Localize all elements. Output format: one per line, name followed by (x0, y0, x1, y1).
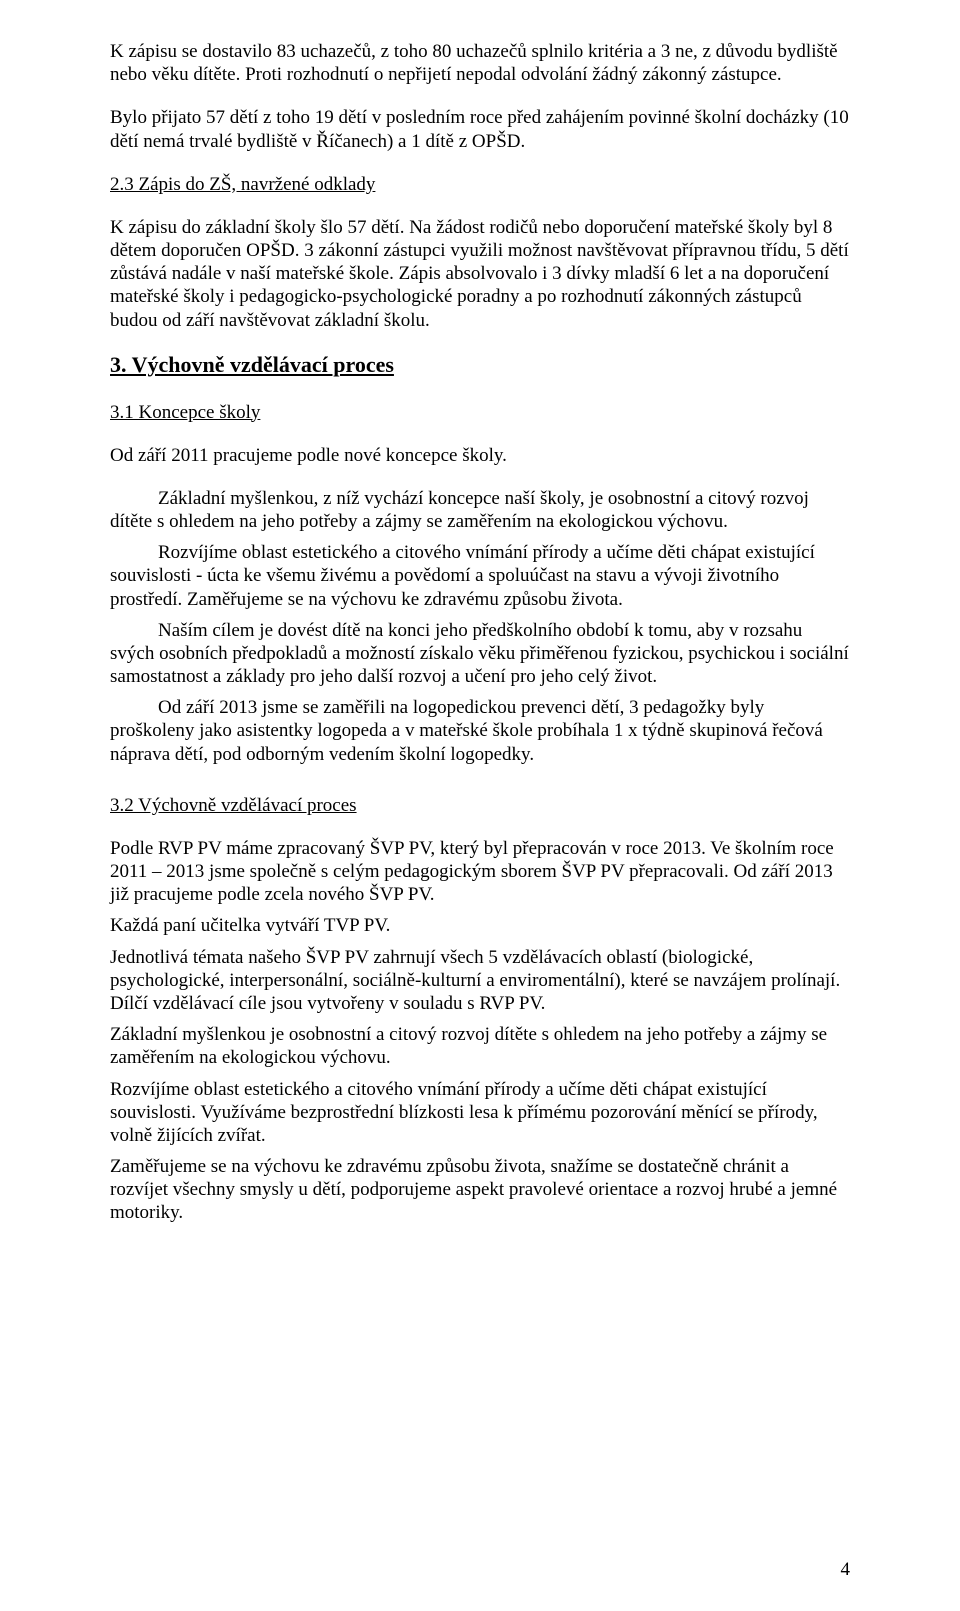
paragraph-3-2-e: Rozvíjíme oblast estetického a citového … (110, 1078, 850, 1148)
heading-2-3: 2.3 Zápis do ZŠ, navržené odklady (110, 173, 850, 196)
paragraph-3-1-a: Základní myšlenkou, z níž vychází koncep… (110, 487, 850, 533)
paragraph-3-1-d: Od září 2013 jsme se zaměřili na logoped… (110, 696, 850, 766)
paragraph-intro-2: Bylo přijato 57 dětí z toho 19 dětí v po… (110, 106, 850, 152)
paragraph-intro-1: K zápisu se dostavilo 83 uchazečů, z toh… (110, 40, 850, 86)
page-number: 4 (841, 1559, 851, 1581)
paragraph-3-1-c: Naším cílem je dovést dítě na konci jeho… (110, 619, 850, 689)
paragraph-3-1-lead: Od září 2011 pracujeme podle nové koncep… (110, 444, 850, 467)
paragraph-3-2-f: Zaměřujeme se na výchovu ke zdravému způ… (110, 1155, 850, 1225)
paragraph-2-3: K zápisu do základní školy šlo 57 dětí. … (110, 216, 850, 332)
paragraph-3-2-c: Jednotlivá témata našeho ŠVP PV zahrnují… (110, 946, 850, 1016)
paragraph-3-1-b: Rozvíjíme oblast estetického a citového … (110, 541, 850, 611)
paragraph-3-2-a: Podle RVP PV máme zpracovaný ŠVP PV, kte… (110, 837, 850, 907)
heading-3-1: 3.1 Koncepce školy (110, 401, 850, 424)
paragraph-3-2-d: Základní myšlenkou je osobnostní a citov… (110, 1023, 850, 1069)
document-page: K zápisu se dostavilo 83 uchazečů, z toh… (0, 0, 960, 1611)
paragraph-3-2-b: Každá paní učitelka vytváří TVP PV. (110, 914, 850, 937)
heading-3-2: 3.2 Výchovně vzdělávací proces (110, 794, 850, 817)
heading-3: 3. Výchovně vzdělávací proces (110, 352, 850, 379)
